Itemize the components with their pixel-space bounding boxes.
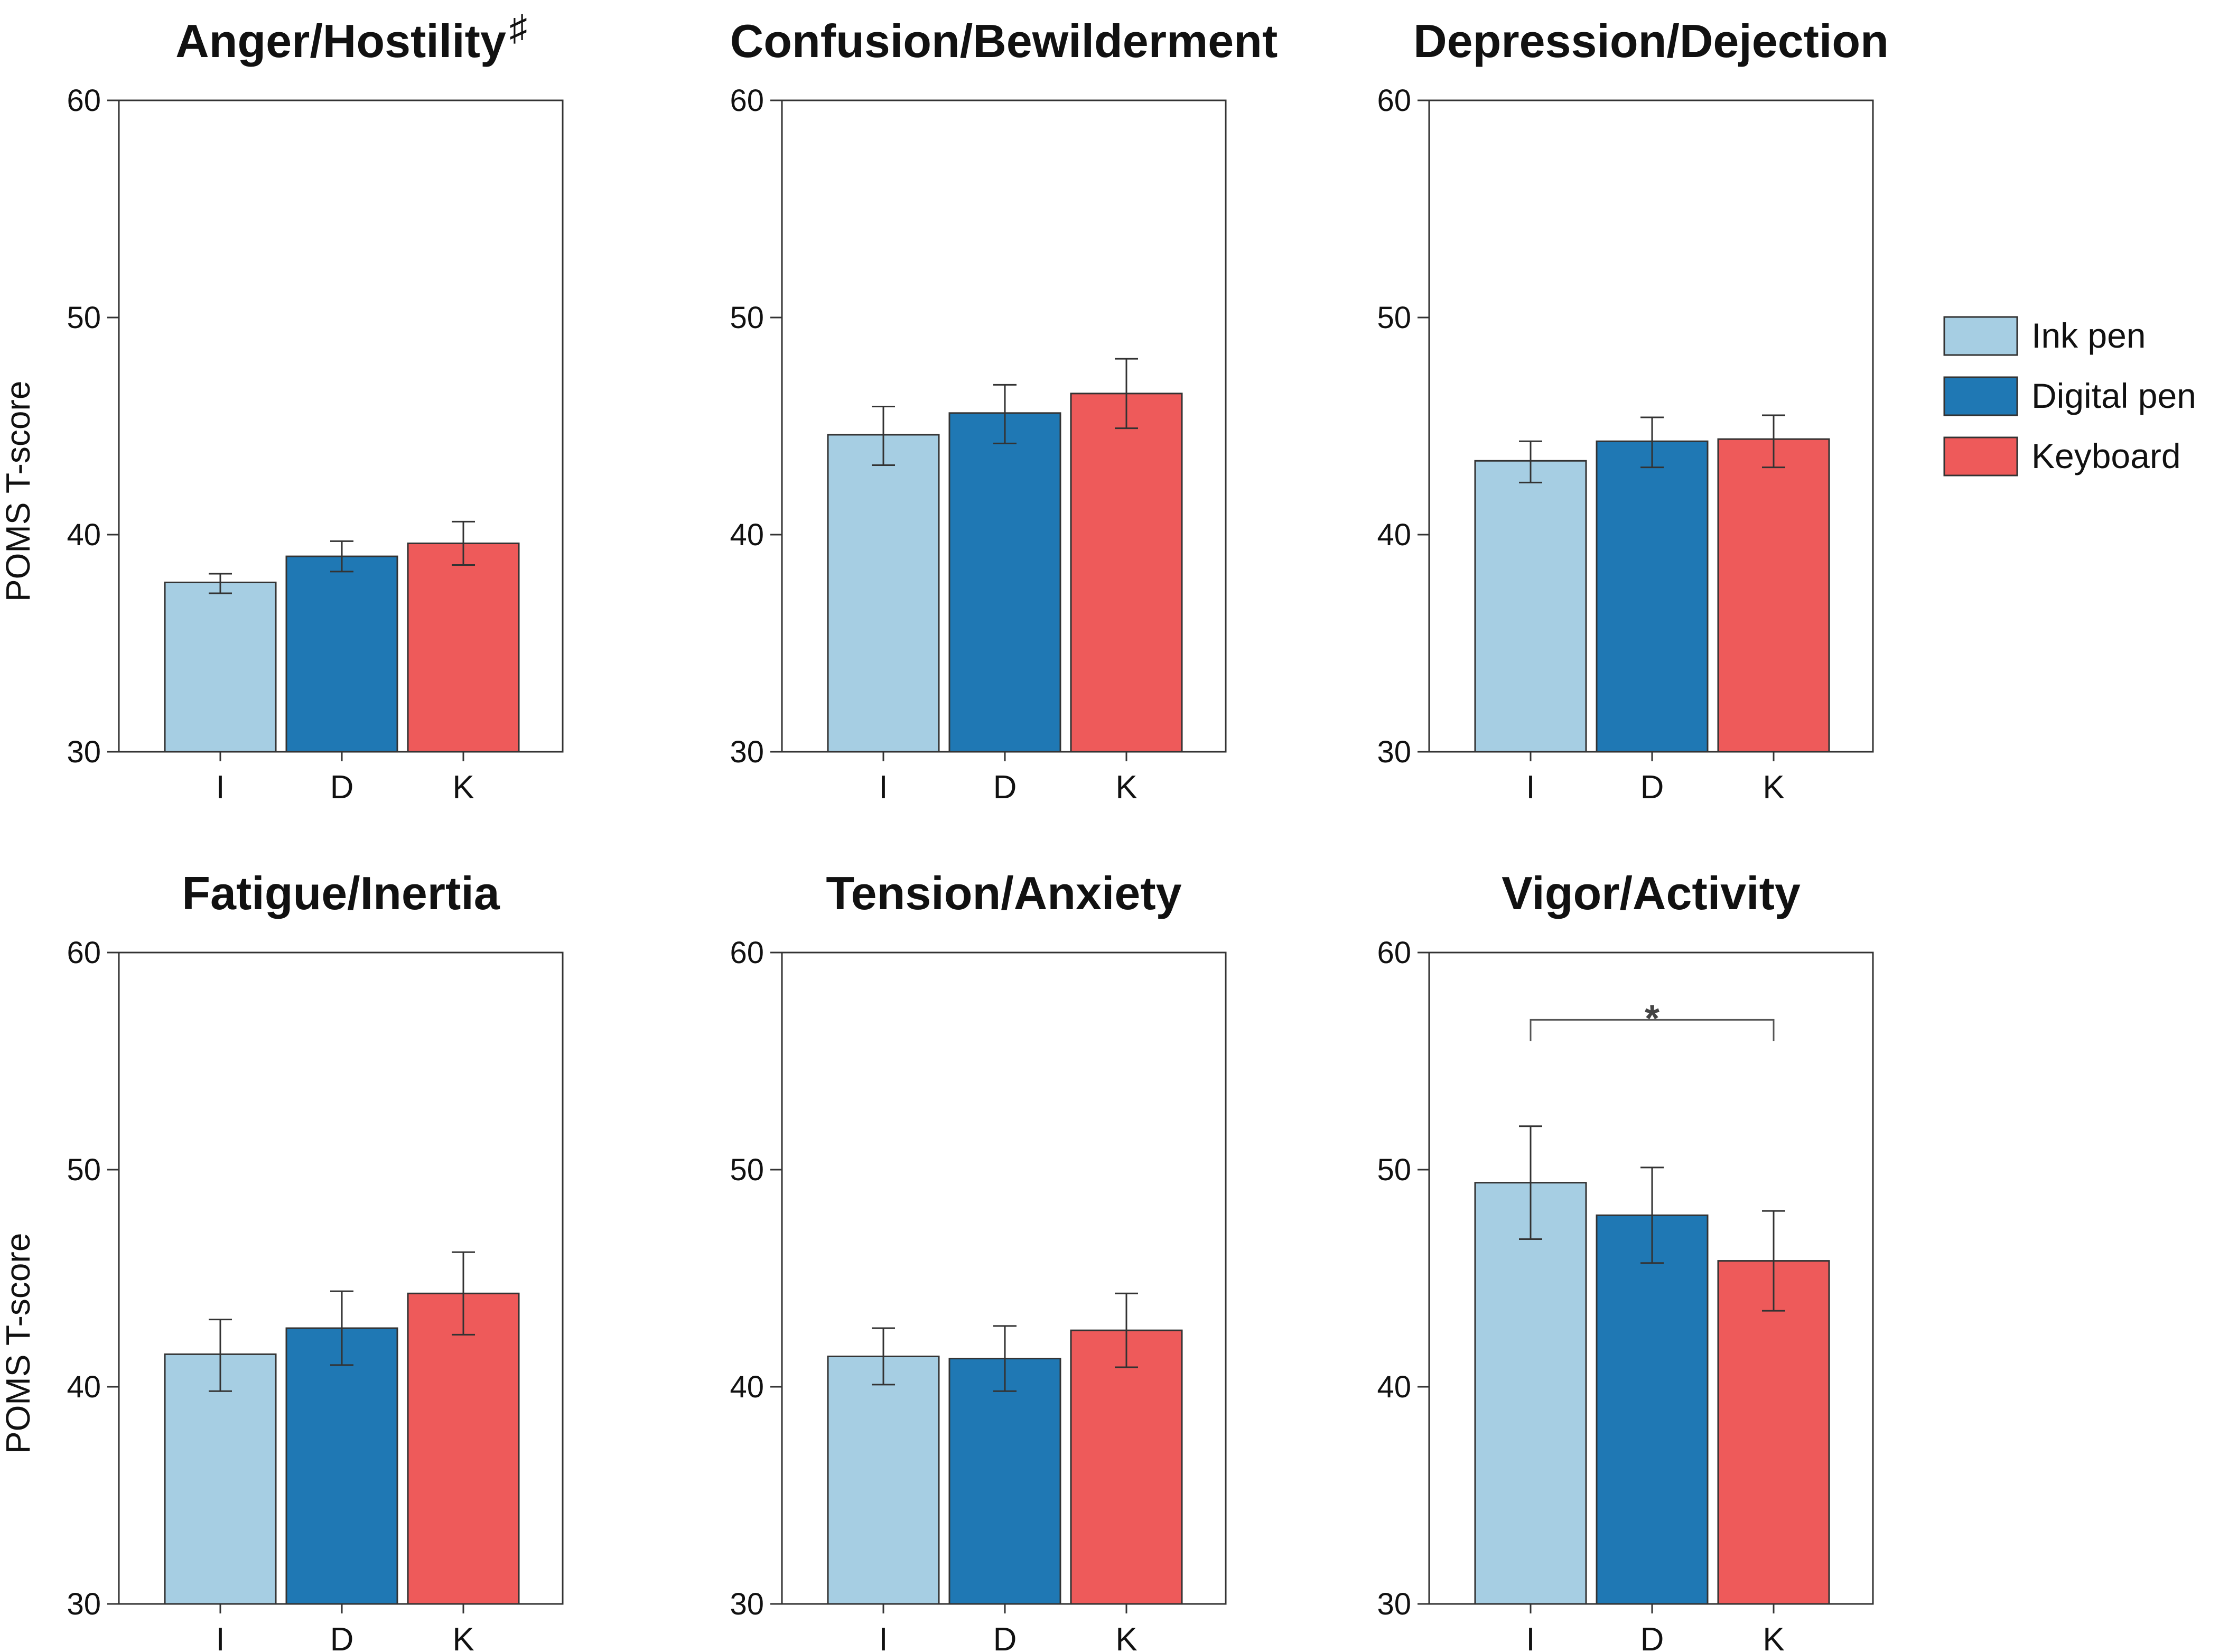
legend-label-digital_pen: Digital pen (2031, 376, 2196, 415)
legend-swatch-digital_pen (1943, 376, 2018, 416)
bar-ink_pen (1474, 1182, 1587, 1605)
x-category-label: D (1640, 769, 1664, 806)
x-category-label: D (330, 1621, 354, 1652)
panel-title: Tension/Anxiety (826, 867, 1181, 919)
x-category-label: I (216, 1621, 225, 1652)
significance-bracket (1530, 1019, 1775, 1041)
x-category-label: K (452, 1621, 474, 1652)
x-category-label: D (993, 1621, 1017, 1652)
bar-keyboard (1717, 1260, 1830, 1605)
y-tick-label: 40 (730, 518, 764, 552)
bar-digital_pen (948, 1358, 1061, 1605)
y-tick-label: 60 (67, 83, 101, 118)
panel-title: Fatigue/Inertia (182, 867, 500, 919)
legend-label-keyboard: Keyboard (2031, 436, 2181, 475)
x-category-label: I (1526, 769, 1535, 806)
y-tick-label: 50 (67, 301, 101, 335)
y-axis-label: POMS T-score (0, 381, 37, 602)
y-tick-label: 50 (1377, 1153, 1411, 1187)
panel-3: 30 40 50 60 I D K Depression/Dejection (1377, 15, 1888, 806)
y-tick-label: 40 (1377, 1370, 1411, 1404)
x-category-label: K (1115, 769, 1137, 806)
y-tick-label: 60 (67, 936, 101, 970)
bar-digital_pen (285, 1327, 398, 1605)
legend-swatch-ink_pen (1943, 316, 2018, 356)
panel-title: Confusion/Bewilderment (730, 15, 1278, 67)
y-tick-label: 60 (730, 936, 764, 970)
y-tick-label: 60 (1377, 83, 1411, 118)
x-category-label: D (330, 769, 354, 806)
x-category-label: I (1526, 1621, 1535, 1652)
y-tick-label: 30 (67, 735, 101, 769)
y-tick-label: 50 (730, 1153, 764, 1187)
bar-keyboard (407, 542, 520, 753)
x-category-label: D (993, 769, 1017, 806)
panel-2: 30 40 50 60 I D K Confusion/Bewilderment (730, 15, 1278, 806)
panel-1: 30 40 50 60 I D K Anger/Hostility ♯ POMS T-score (0, 8, 564, 806)
legend-label-ink_pen: Ink pen (2031, 316, 2146, 355)
y-tick-label: 50 (67, 1153, 101, 1187)
y-tick-label: 50 (1377, 301, 1411, 335)
bar-ink_pen (164, 581, 277, 753)
y-tick-label: 30 (730, 1587, 764, 1621)
bar-keyboard (407, 1292, 520, 1605)
bar-digital_pen (1596, 440, 1709, 753)
y-tick-label: 50 (730, 301, 764, 335)
y-tick-label: 40 (730, 1370, 764, 1404)
x-category-label: K (1763, 769, 1784, 806)
x-category-label: K (1763, 1621, 1784, 1652)
legend-swatch-keyboard (1943, 436, 2018, 477)
panel-6: 30 40 50 60 I D K Vigor/Activity * (1377, 867, 1874, 1652)
bar-ink_pen (827, 434, 940, 753)
x-category-label: I (216, 769, 225, 806)
bar-ink_pen (1474, 460, 1587, 753)
panel-title: Vigor/Activity (1502, 867, 1801, 919)
panel-title: Anger/Hostility (175, 15, 506, 67)
y-tick-label: 60 (730, 83, 764, 118)
bar-digital_pen (285, 555, 398, 753)
x-category-label: K (1115, 1621, 1137, 1652)
x-category-label: I (879, 1621, 888, 1652)
x-category-label: I (879, 769, 888, 806)
y-tick-label: 30 (67, 1587, 101, 1621)
x-category-label: D (1640, 1621, 1664, 1652)
significance-label: * (1645, 997, 1659, 1040)
bar-keyboard (1717, 438, 1830, 753)
panel-4: 30 40 50 60 I D K Fatigue/Inertia POMS T-score (0, 867, 564, 1652)
y-tick-label: 40 (1377, 518, 1411, 552)
bar-ink_pen (164, 1353, 277, 1605)
y-tick-label: 30 (1377, 1587, 1411, 1621)
y-axis-label: POMS T-score (0, 1233, 37, 1454)
y-tick-label: 30 (1377, 735, 1411, 769)
bar-keyboard (1070, 1329, 1183, 1605)
y-tick-label: 30 (730, 735, 764, 769)
bar-ink_pen (827, 1355, 940, 1605)
panel-title: Depression/Dejection (1413, 15, 1889, 67)
bar-digital_pen (948, 412, 1061, 753)
x-category-label: K (452, 769, 474, 806)
y-tick-label: 40 (67, 518, 101, 552)
y-tick-label: 60 (1377, 936, 1411, 970)
y-tick-label: 40 (67, 1370, 101, 1404)
bar-keyboard (1070, 393, 1183, 753)
significance-mark: ♯ (509, 8, 527, 48)
legend: Ink pen Digital pen Keyboard (1943, 316, 2196, 477)
bar-digital_pen (1596, 1214, 1709, 1605)
panel-5: 30 40 50 60 I D K Tension/Anxiety (730, 867, 1227, 1652)
